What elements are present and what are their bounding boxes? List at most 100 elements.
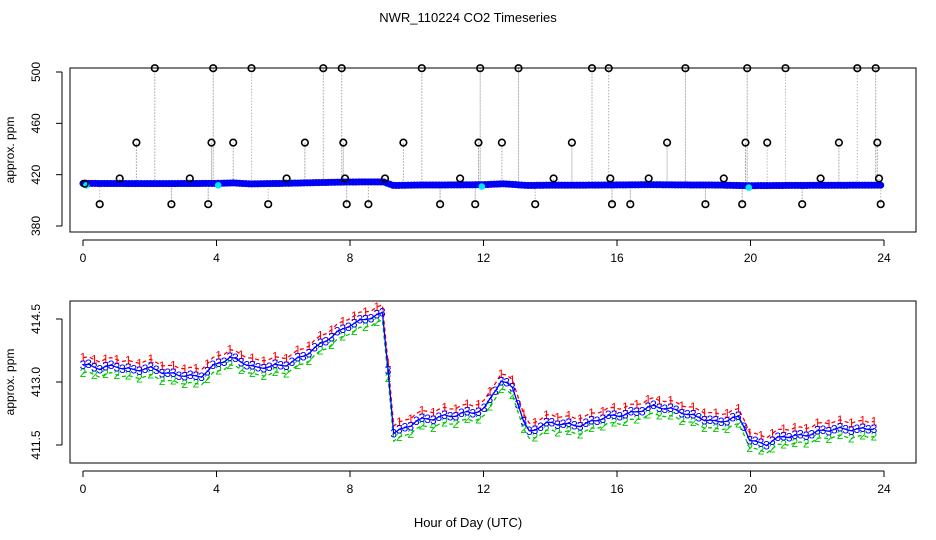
series-marker-3: 3 — [238, 355, 245, 369]
series-marker-3: 3 — [792, 428, 799, 442]
series-marker-3: 3 — [831, 422, 838, 436]
series-marker-3: 3 — [859, 421, 866, 435]
series-marker-3: 3 — [673, 403, 680, 417]
y-tick-label: 411.5 — [29, 430, 43, 459]
series-marker-3: 3 — [458, 406, 465, 420]
raw-point — [209, 64, 218, 73]
series-marker-2: 2 — [351, 324, 358, 338]
series-marker-1: 1 — [238, 348, 245, 362]
raw-point — [876, 200, 885, 209]
series-marker-3: 3 — [187, 368, 194, 382]
series-marker-2: 2 — [362, 320, 369, 334]
highlight-point — [478, 183, 486, 190]
series-marker-1: 1 — [690, 400, 697, 414]
series-marker-1: 1 — [735, 402, 742, 416]
x-tick-label: 20 — [744, 482, 758, 496]
series-marker-3: 3 — [119, 362, 126, 376]
series-marker-2: 2 — [611, 416, 618, 430]
raw-point — [738, 200, 747, 209]
y-tick-label: 380 — [29, 216, 43, 236]
series-marker-3: 3 — [543, 416, 550, 430]
raw-point — [471, 200, 480, 209]
series-marker-3: 3 — [746, 434, 753, 448]
series-marker-3: 3 — [215, 356, 222, 370]
series-marker-1: 1 — [294, 343, 301, 357]
series-marker-3: 3 — [820, 423, 827, 437]
x-tick-label: 20 — [744, 251, 758, 265]
series-marker-3: 3 — [486, 392, 493, 406]
series-line-3 — [82, 311, 875, 447]
series-marker-2: 2 — [825, 432, 832, 446]
series-marker-2: 2 — [577, 427, 584, 441]
series-marker-1: 1 — [746, 426, 753, 440]
series-marker-3: 3 — [650, 398, 657, 412]
series-marker-1: 1 — [599, 404, 606, 418]
series-marker-2: 2 — [837, 428, 844, 442]
series-marker-2: 2 — [91, 368, 98, 382]
raw-point — [662, 138, 672, 147]
raw-point — [474, 138, 483, 147]
series-marker-1: 1 — [419, 403, 426, 417]
series-marker-1: 1 — [837, 413, 844, 427]
series-marker-1: 1 — [306, 339, 313, 353]
series-marker-1: 1 — [385, 356, 392, 370]
x-tick-label: 12 — [477, 251, 491, 265]
series-marker-1: 1 — [159, 359, 166, 373]
series-marker-3: 3 — [532, 423, 539, 437]
x-tick-label: 24 — [877, 482, 891, 496]
series-marker-2: 2 — [814, 431, 821, 445]
series-marker-3: 3 — [379, 306, 386, 320]
series-marker-2: 2 — [272, 365, 279, 379]
raw-point — [604, 64, 613, 73]
series-marker-1: 1 — [260, 354, 267, 368]
raw-point — [95, 200, 104, 209]
raw-point — [853, 64, 862, 73]
series-marker-3: 3 — [679, 407, 686, 421]
series-marker-2: 2 — [792, 436, 799, 450]
raw-point — [681, 64, 690, 73]
series-marker-3: 3 — [340, 322, 347, 336]
series-marker-2: 2 — [554, 426, 561, 440]
series-marker-2: 2 — [260, 369, 267, 383]
series-marker-2: 2 — [430, 421, 437, 435]
series-marker-1: 1 — [712, 406, 719, 420]
series-marker-3: 3 — [419, 411, 426, 425]
series-marker-2: 2 — [159, 374, 166, 388]
series-marker-3: 3 — [424, 412, 431, 426]
series-marker-2: 2 — [215, 364, 222, 378]
series-marker-3: 3 — [130, 363, 137, 377]
series-marker-3: 3 — [775, 430, 782, 444]
series-marker-3: 3 — [193, 369, 200, 383]
series-marker-3: 3 — [402, 421, 409, 435]
series-marker-1: 1 — [170, 358, 177, 372]
series-marker-1: 1 — [125, 353, 132, 367]
raw-point — [587, 64, 597, 73]
series-marker-2: 2 — [780, 437, 787, 451]
raw-point — [606, 174, 615, 183]
raw-point — [874, 174, 884, 183]
series-marker-3: 3 — [724, 414, 731, 428]
series-marker-3: 3 — [311, 341, 318, 355]
series-marker-3: 3 — [441, 408, 448, 422]
series-marker-3: 3 — [498, 374, 505, 388]
series-marker-1: 1 — [566, 409, 573, 423]
series-marker-3: 3 — [356, 313, 363, 327]
series-marker-3: 3 — [153, 363, 160, 377]
series-marker-1: 1 — [486, 384, 493, 398]
series-marker-3: 3 — [729, 411, 736, 425]
series-marker-1: 1 — [453, 402, 460, 416]
raw-point — [264, 200, 273, 209]
series-marker-3: 3 — [588, 414, 595, 428]
series-marker-1: 1 — [588, 406, 595, 420]
series-marker-1: 1 — [871, 415, 878, 429]
series-marker-2: 2 — [441, 415, 448, 429]
series-marker-2: 2 — [848, 431, 855, 445]
highlight-point — [214, 182, 222, 189]
series-marker-3: 3 — [492, 384, 499, 398]
series-marker-2: 2 — [859, 428, 866, 442]
series-marker-3: 3 — [368, 312, 375, 326]
series-marker-2: 2 — [543, 423, 550, 437]
series-marker-3: 3 — [255, 360, 262, 374]
series-marker-2: 2 — [656, 409, 663, 423]
